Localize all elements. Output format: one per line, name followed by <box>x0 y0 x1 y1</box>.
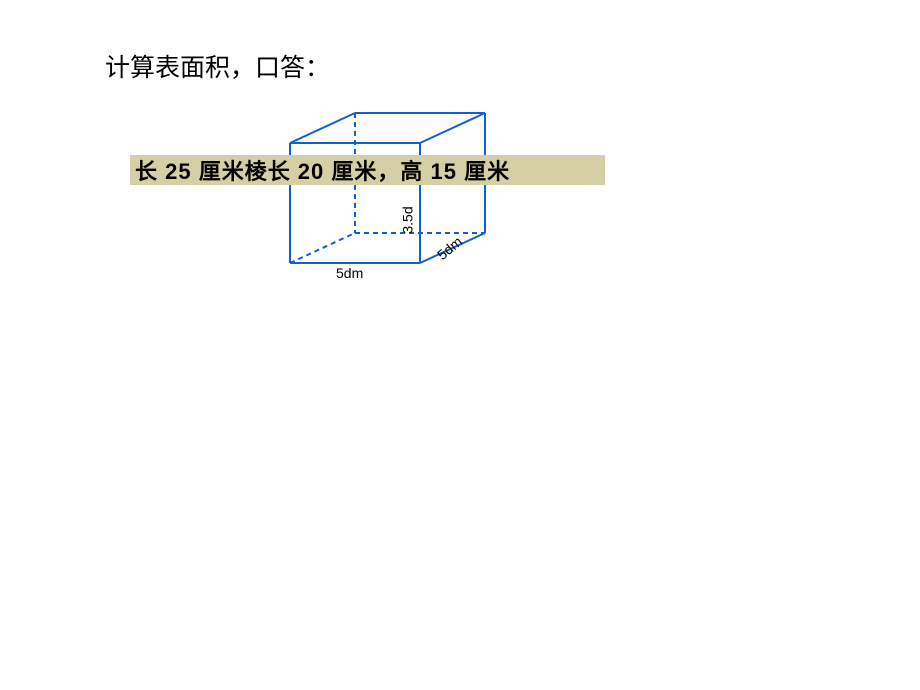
cuboid-svg <box>270 108 500 278</box>
bottom-left-connector <box>290 233 355 263</box>
cuboid-diagram <box>270 108 500 278</box>
top-left-connector <box>290 113 355 143</box>
dimension-overlay-text: 长 25 厘米棱长 20 厘米，高 15 厘米 <box>130 155 605 185</box>
height-dimension-label: 3.5d <box>400 206 416 233</box>
page-title: 计算表面积，口答： <box>105 48 330 84</box>
bottom-dimension-label: 5dm <box>336 265 363 281</box>
top-right-connector <box>420 113 485 143</box>
